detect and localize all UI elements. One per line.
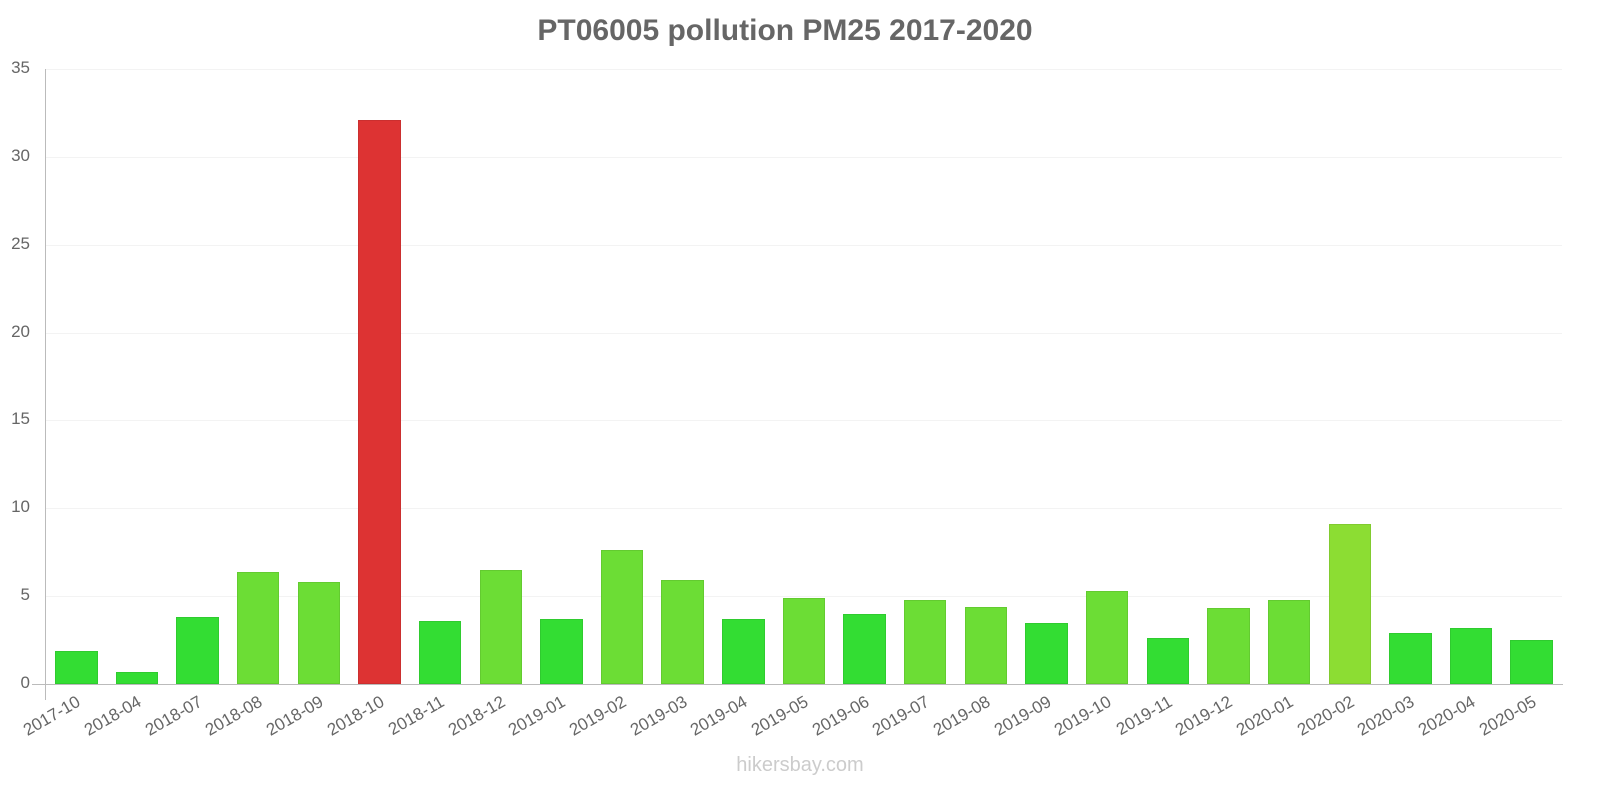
bar-2020-04[interactable] [1449,627,1493,684]
bar-2020-05[interactable] [1510,640,1553,684]
bar-2019-06[interactable] [843,613,886,684]
bar-2019-05[interactable] [782,597,826,684]
y-tick-label: 10 [11,497,30,517]
bar-2019-03[interactable] [661,580,704,684]
bar-2018-04[interactable] [115,671,159,684]
bar-2018-12[interactable] [479,569,522,684]
gridline [46,156,1562,158]
y-tick-label: 20 [11,321,30,341]
bar-2019-02[interactable] [600,550,644,684]
y-tick-label: 25 [11,233,30,253]
y-tick-label: 30 [11,145,30,165]
bar-2018-09[interactable] [297,582,341,684]
bar-2019-12[interactable] [1207,608,1250,684]
bar-2020-03[interactable] [1389,633,1432,684]
y-axis-line [45,69,46,700]
y-tick-label: 15 [11,409,30,429]
bar-2020-01[interactable] [1267,599,1311,684]
bar-2020-02[interactable] [1328,524,1371,684]
gridline [46,244,1562,246]
bar-2018-08[interactable] [237,571,280,684]
bar-2019-07[interactable] [904,599,947,684]
plot-area [46,69,1562,684]
y-tick-label: 5 [20,585,30,605]
gridline [46,332,1562,334]
watermark: hikersbay.com [736,754,864,776]
y-tick-label: 35 [11,58,30,77]
bar-2019-04[interactable] [722,619,765,684]
gridline [46,596,1562,598]
gridline [46,508,1562,510]
bar-2019-11[interactable] [1146,638,1190,684]
bar-2019-08[interactable] [964,606,1008,684]
gridline [46,69,1562,70]
bar-2019-09[interactable] [1025,622,1068,684]
bar-2017-10[interactable] [55,650,98,684]
bar-2019-10[interactable] [1085,590,1129,684]
y-tick-label: 0 [20,673,30,692]
bar-2018-11[interactable] [418,620,462,684]
gridline [46,420,1562,422]
x-axis-line [32,684,1563,685]
bar-2018-10[interactable] [358,119,401,684]
chart-title: PT06005 pollution PM25 2017-2020 [537,14,1033,47]
bar-2019-01[interactable] [540,619,583,684]
bar-2018-07[interactable] [176,617,219,684]
